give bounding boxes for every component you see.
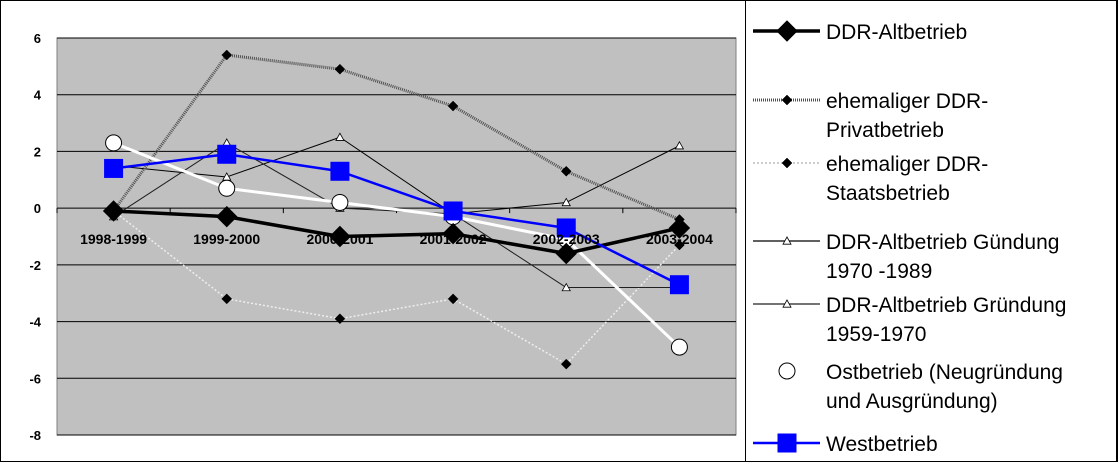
data-point [329,225,351,248]
legend-entry: ehemaliger DDR- Privatbetrieb [753,90,988,142]
data-point [218,179,236,197]
legend-entry: ehemaliger DDR- Staatsbetrieb [753,153,988,205]
legend-label: Ostbetrieb (Neugründung [826,361,1063,384]
legend-entry: Ostbetrieb (Neugründung und Ausgründung) [753,361,1063,413]
data-point [217,144,237,164]
legend-swatch-marker [781,94,793,106]
data-point [442,222,464,245]
data-point [669,275,689,295]
data-point [561,197,571,207]
data-point [334,63,346,75]
y-tick-label: -8 [29,428,41,443]
data-point [105,134,123,152]
x-tick-label: 2003-2004 [646,231,713,247]
data-point [104,158,124,178]
y-tick-label: -4 [29,315,41,330]
data-point [561,282,571,292]
y-tick-label: 0 [34,201,41,216]
legend-swatch-marker [778,362,796,380]
data-point [221,293,233,305]
data-point [331,193,349,211]
y-tick-label: -6 [29,371,41,386]
data-point [447,100,459,112]
legend-label: 1970 -1989 [826,260,932,283]
legend: DDR-Altbetrieb ehemaliger DDR- Privatbetri… [753,20,1066,456]
legend-box [745,0,1117,462]
data-point [443,201,463,221]
series-line [112,53,681,221]
x-tick-label: 2000-2001 [306,231,373,247]
data-point [102,200,125,222]
legend-label: 1959-1970 [826,323,926,346]
legend-entry: DDR-Altbetrieb [753,20,967,44]
y-tick-label: 2 [34,144,41,159]
legend-swatch-marker [776,20,798,42]
data-point [560,165,572,177]
legend-swatch-marker [781,157,793,169]
data-point [216,205,238,228]
series-line [113,153,680,286]
data-point [330,161,350,181]
legend-swatch-marker [782,236,792,245]
data-series [102,49,691,370]
legend-label: DDR-Altbetrieb [826,21,967,44]
x-tick-label: 1999-2000 [193,231,260,247]
legend-label: DDR-Altbetrieb Gründung [826,294,1066,317]
legend-label: Staatsbetrieb [826,182,950,205]
data-point [556,218,576,238]
data-point [447,293,459,305]
data-point [555,242,577,265]
x-tick-label: 1998-1999 [80,231,147,247]
series-line [113,136,680,215]
gridlines [56,37,737,436]
legend-entry: DDR-Altbetrieb Gründung 1959-1970 [753,294,1066,346]
legend-label: DDR-Altbetrieb Gündung [826,231,1059,254]
y-tick-label: 4 [34,88,42,103]
x-axis-tick-labels: 1998-1999 1999-2000 2000-2001 2001-2002 2002… [80,231,713,247]
legend-label: ehemaliger DDR- [826,153,988,176]
data-point [560,358,572,370]
legend-entry: Westbetrieb [753,433,938,456]
legend-label: und Ausgründung) [826,390,998,413]
series-ddr-altbetrieb [102,200,691,265]
series-westbetrieb [104,144,689,295]
legend-label: Privatbetrieb [826,119,944,142]
series-line [113,209,680,256]
data-point [674,140,685,150]
data-point [335,132,345,141]
data-point [670,338,688,356]
data-point [334,313,346,325]
x-tick-label: 2001-2002 [420,231,487,247]
y-axis-tick-labels: 6 4 2 0 -2 -4 -6 -8 [29,31,41,443]
legend-swatch-marker [782,299,792,308]
legend-label: Westbetrieb [826,433,938,456]
y-tick-label: -2 [29,258,41,273]
data-point [668,217,691,239]
data-point [221,49,233,61]
x-tick-label: 2002-2003 [533,231,600,247]
data-point [674,239,685,251]
legend-entry: DDR-Altbetrieb Gündung 1970 -1989 [753,231,1059,283]
series-line [113,141,681,349]
legend-label: ehemaliger DDR- [826,90,988,113]
y-tick-label: 6 [34,31,41,46]
legend-swatch-marker [777,433,797,453]
